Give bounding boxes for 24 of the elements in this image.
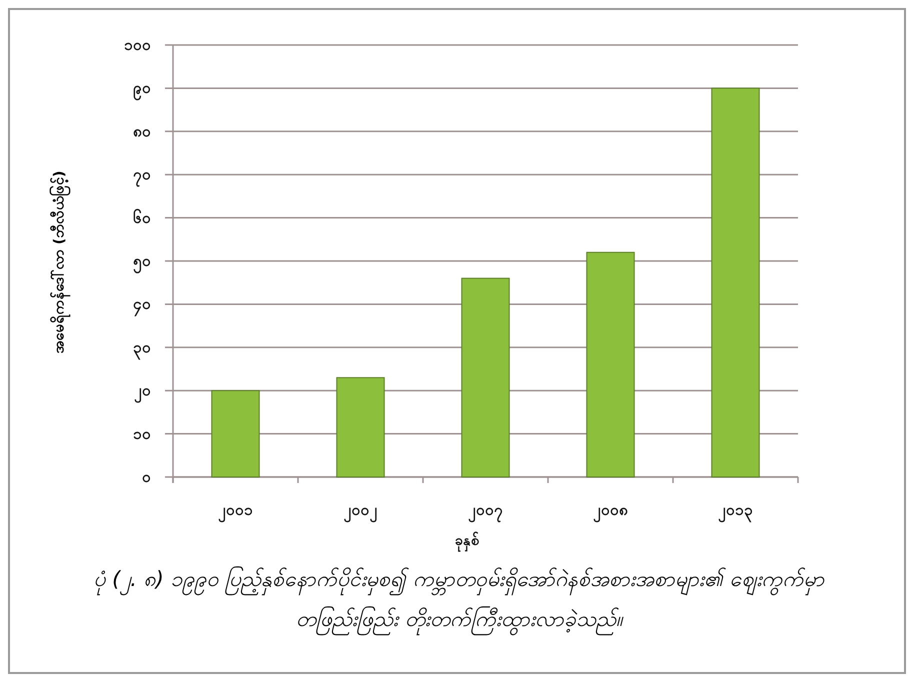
x-tick-label: ၂၀၀၁ xyxy=(218,501,253,523)
bar xyxy=(711,88,760,478)
y-axis-title: အမေရိကန်ဒေါ်လာ (ဘီလီယံဖြင့်) xyxy=(50,170,70,356)
y-tick-label: ၅၀ xyxy=(133,252,151,274)
y-tick-label: ၆၀ xyxy=(133,208,151,227)
x-tick-label: ၂၀၀၂ xyxy=(344,501,378,523)
y-tick-label: ၂၀ xyxy=(134,382,151,404)
y-tick-label: ၉၀ xyxy=(133,79,151,102)
bar xyxy=(211,390,260,478)
bar xyxy=(336,377,385,478)
x-tick-label: ၂၀၀၈ xyxy=(593,501,628,523)
bar xyxy=(586,252,635,478)
bar xyxy=(461,278,510,478)
x-tick-label: ၂၀၁၃ xyxy=(718,501,753,523)
y-tick-label: ၈၀ xyxy=(133,122,151,140)
y-tick-label: ၀ xyxy=(142,468,151,486)
y-tick-label: ၄၀ xyxy=(133,295,151,318)
x-axis-title: ခုနှစ် xyxy=(455,532,480,552)
x-tick-label: ၂၀၀၇ xyxy=(468,501,503,523)
y-tick-label: ၁၀ xyxy=(133,424,151,443)
y-tick-label: ၇၀ xyxy=(133,166,151,188)
y-tick-label: ၁၀၀ xyxy=(124,36,151,54)
y-tick-label: ၃၀ xyxy=(133,338,151,360)
text: ပုံ (၂. ၈) ၁၉၉၀ ပြည့်နှစ်နောက်ပိုင်းမှစ၍ ကမ္ဘာတဝှမ်းရှိအော်ဂဲနစ်အစားအစာများ၏ ဈေးကွက်မှာ တဖြည်းဖြည်း တိုးတက်ကြီးထွားလာခဲ့သည်။ xyxy=(92,565,826,638)
